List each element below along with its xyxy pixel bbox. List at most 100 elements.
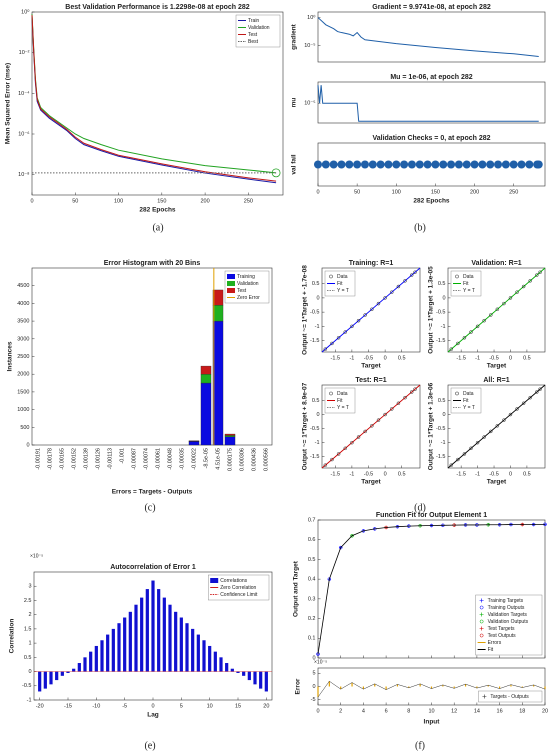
point (413, 387, 417, 391)
x-tick-label: 18 (519, 708, 525, 714)
y-axis-label: Mean Squared Error (mse) (5, 63, 12, 144)
bar (202, 640, 206, 672)
point (521, 401, 526, 406)
x-tick-label: 50 (72, 198, 78, 204)
x-tick-label: -0.5 (364, 355, 373, 361)
y-tick-label: 0.5 (438, 281, 446, 287)
point (439, 160, 448, 169)
bar (60, 671, 64, 676)
point (350, 440, 354, 445)
point (409, 273, 414, 277)
series-line (31, 15, 277, 182)
bar (200, 374, 212, 384)
x-tick-label: -1 (349, 471, 354, 477)
point (363, 429, 367, 434)
point (343, 446, 348, 451)
point (515, 407, 519, 411)
x-tick-label: 0 (30, 198, 33, 204)
legend-label: Test Outputs (488, 633, 517, 639)
bar (236, 671, 240, 673)
x-tick-label: 0.5 (523, 471, 531, 477)
point (528, 279, 532, 283)
point (345, 160, 354, 169)
point (517, 160, 526, 169)
point (488, 313, 493, 317)
point (396, 284, 401, 289)
y-tick-label: 10⁻⁵ (304, 100, 315, 107)
bar (89, 651, 93, 672)
point (396, 401, 401, 406)
point (509, 160, 518, 169)
x-tick-label: -0.00074 (143, 448, 149, 470)
x-tick-label: -1 (349, 355, 354, 361)
point (353, 160, 362, 169)
bar (208, 645, 212, 672)
y-tick-label: 5 (312, 671, 315, 677)
x-tick-label: 150 (431, 189, 440, 195)
y-tick-label: 0.6 (308, 537, 316, 543)
chart-title: Autocorrelation of Error 1 (110, 564, 196, 571)
caption: (f) (415, 740, 425, 751)
chart-title: All: R=1 (483, 377, 509, 384)
point (403, 395, 407, 400)
x-tick-label: 0 (384, 471, 387, 477)
y-tick-label: 0.5 (312, 281, 320, 287)
x-tick-label: -5 (122, 703, 127, 709)
x-tick-label: 0.5 (523, 355, 531, 361)
bar (213, 651, 217, 672)
y2-multiplier: ×10⁻⁵ (314, 659, 327, 665)
x-tick-label: -0.00113 (107, 448, 113, 469)
bar (230, 668, 234, 672)
x-tick-label: 0.000436 (251, 448, 257, 471)
bar (83, 657, 87, 672)
point (376, 301, 381, 306)
point (447, 160, 456, 169)
point (343, 330, 348, 334)
y-tick-label: 10⁰ (307, 14, 316, 21)
legend-label: Fit (488, 647, 494, 653)
y-tick-label: 1500 (17, 389, 29, 395)
point (392, 160, 401, 169)
point (494, 160, 503, 169)
legend-label: Targets - Outputs (490, 694, 529, 700)
y-tick-label: -1 (441, 440, 446, 446)
point (482, 435, 486, 439)
x-tick-label: 0.000566 (263, 448, 269, 471)
point (495, 307, 500, 312)
x-axis-label: Target (361, 479, 381, 486)
point (469, 330, 473, 334)
legend-swatch (479, 605, 484, 610)
x-tick-label: 4 (362, 708, 365, 714)
x-tick-label: -0.00139 (83, 448, 89, 470)
x-tick-label: 0.5 (398, 471, 406, 477)
x-tick-label: 2 (339, 708, 342, 714)
y-axis-label: mu (291, 98, 298, 108)
x-tick-label: -0.5 (364, 471, 373, 477)
bar (253, 671, 257, 685)
y-axis-label: Output ~= 1*Target + 1.3e-06 (428, 382, 435, 470)
y-tick-label: 10⁻⁸ (18, 171, 29, 178)
plot-area (317, 81, 546, 124)
point (383, 412, 387, 417)
legend-box (207, 574, 270, 601)
legend-label: Training Outputs (488, 605, 525, 611)
fit-line (447, 267, 546, 353)
point (368, 160, 377, 169)
legend-box (475, 594, 543, 656)
point (502, 418, 506, 422)
point (390, 407, 394, 411)
bar (128, 611, 132, 672)
legend-label: Y = T (337, 405, 349, 411)
x-tick-label: -8.5e-05 (203, 448, 209, 469)
y-tick-label: 0.5 (312, 398, 320, 404)
legend-swatch (479, 626, 484, 631)
point (356, 318, 361, 323)
y-tick-label: 10⁻⁵ (304, 42, 315, 49)
y-tick-label: -0.5 (436, 426, 445, 432)
legend-label: Training Targets (488, 598, 524, 604)
y-tick-label: 3 (28, 584, 31, 590)
legend-swatch (455, 274, 459, 279)
x-axis-label: 282 Epochs (139, 207, 176, 214)
legend-label: Validation Outputs (488, 619, 529, 625)
y-tick-label: 0.7 (308, 517, 316, 523)
